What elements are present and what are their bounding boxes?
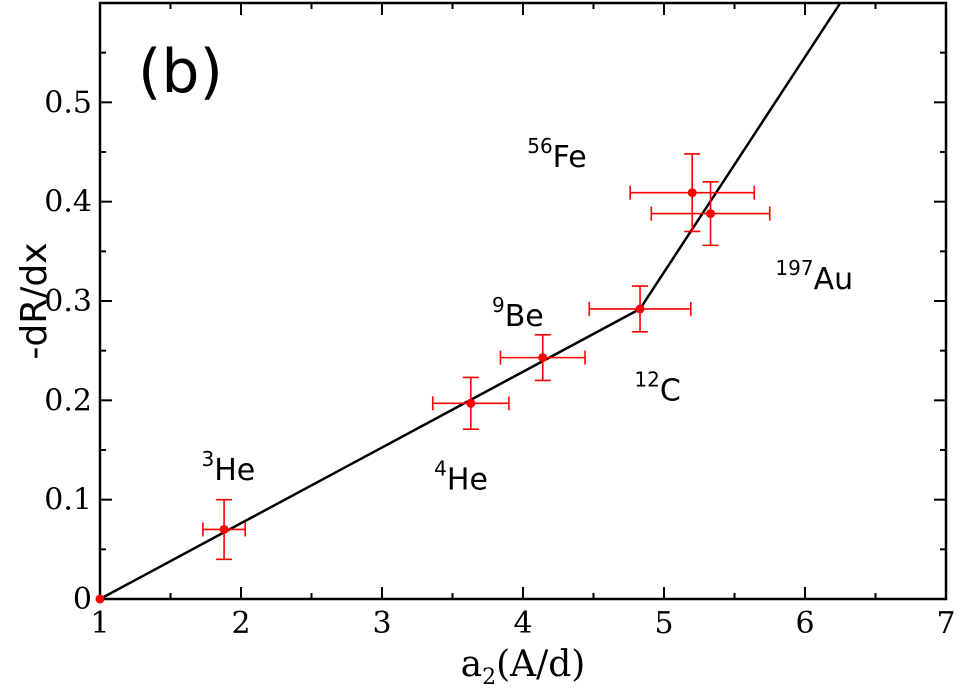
y-axis-title: -dR/dx xyxy=(14,242,55,359)
x-axis-title: a2(A/d) xyxy=(461,644,586,690)
data-point xyxy=(202,498,247,561)
data-point xyxy=(629,153,756,233)
x-tick-label: 2 xyxy=(231,606,250,641)
data-point xyxy=(95,594,105,604)
mass-number: 9 xyxy=(492,293,505,317)
x-tick-label: 5 xyxy=(654,606,673,641)
nucleus-label: 56Fe xyxy=(527,134,587,175)
point-marker xyxy=(706,209,716,219)
element-symbol: Be xyxy=(505,299,544,334)
panel-label: (b) xyxy=(138,37,223,107)
x-tick-label: 4 xyxy=(513,606,532,641)
y-tick-label: 0.5 xyxy=(44,85,92,120)
mass-number: 12 xyxy=(634,367,659,391)
nucleus-label: 12C xyxy=(634,367,680,408)
data-point xyxy=(650,181,771,247)
y-tick-label: 0.1 xyxy=(44,483,92,518)
x-tick-label: 1 xyxy=(90,606,109,641)
nucleus-label: 3He xyxy=(202,447,256,488)
data-point xyxy=(499,333,586,382)
point-marker xyxy=(635,304,645,314)
point-marker xyxy=(538,353,548,363)
data-point xyxy=(431,376,510,430)
mass-number: 197 xyxy=(775,256,813,280)
point-marker xyxy=(95,594,105,604)
tick-labels: 1 2 3 4 5 6 700.10.20.30.40.5 xyxy=(44,85,955,641)
point-marker xyxy=(466,398,476,408)
x-tick-label: 3 xyxy=(372,606,391,641)
element-symbol: Au xyxy=(814,262,854,297)
y-tick-label: 0.4 xyxy=(44,185,92,220)
mass-number: 56 xyxy=(527,134,552,158)
data-point xyxy=(588,285,692,333)
y-tick-label: 0 xyxy=(73,582,92,617)
element-symbol: Fe xyxy=(553,140,587,175)
data-points xyxy=(95,153,771,604)
point-marker xyxy=(687,188,697,198)
x-tick-label: 7 xyxy=(936,606,955,641)
x-axis-title-base: a xyxy=(461,644,482,685)
point-marker xyxy=(219,524,229,534)
y-tick-label: 0.2 xyxy=(44,383,92,418)
ticks xyxy=(99,2,947,600)
x-axis-title-rest: (A/d) xyxy=(496,644,585,685)
mass-number: 3 xyxy=(202,447,215,471)
x-tick-label: 6 xyxy=(795,606,814,641)
nucleus-label: 9Be xyxy=(492,293,544,334)
x-axis-title-sub: 2 xyxy=(482,665,496,690)
nucleus-label: 4He xyxy=(434,457,488,498)
element-symbol: He xyxy=(214,453,255,488)
mass-number: 4 xyxy=(434,457,447,481)
y-tick-label: 0.3 xyxy=(44,284,92,319)
nucleus-label: 197Au xyxy=(775,256,853,297)
element-symbol: C xyxy=(660,373,681,408)
element-symbol: He xyxy=(447,463,488,498)
